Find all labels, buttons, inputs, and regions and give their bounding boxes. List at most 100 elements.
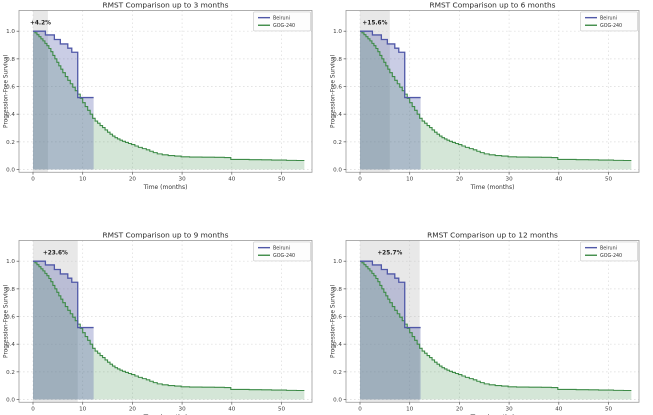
legend: Beiruni GOG-240 (253, 11, 311, 32)
subplot-rmst-12-months: 0 10 20 30 40 50 0.0 0.2 0.4 0.6 0.8 1.0 Time (month… (326, 207, 653, 415)
y-tick-label: 0.0 (333, 168, 342, 174)
rmst-annotation: +25.7% (377, 250, 402, 256)
subplot-rmst-3-months: 0 10 20 30 40 50 0.0 0.2 0.4 0.6 0.8 1.0 Time (month… (0, 0, 327, 208)
x-tick-label: 10 (406, 176, 414, 182)
plot-title: RMST Comparison up to 3 months (102, 0, 228, 9)
legend-box (579, 241, 638, 261)
y-tick-label: 0.6 (333, 314, 342, 320)
plot-title: RMST Comparison up to 9 months (102, 230, 228, 239)
plot-canvas: 0 10 20 30 40 50 0.0 0.2 0.4 0.6 0.8 1.0 Time (month… (326, 0, 653, 208)
x-tick-label: 20 (455, 176, 463, 182)
km-fill-beiruni (33, 260, 94, 399)
subplot-rmst-6-months: 0 10 20 30 40 50 0.0 0.2 0.4 0.6 0.8 1.0 Time (month… (326, 0, 653, 208)
x-tick-label: 0 (31, 176, 35, 182)
x-axis-label: Time (months) (143, 413, 188, 415)
x-axis-label: Time (months) (469, 184, 514, 191)
x-tick-label: 40 (555, 176, 563, 182)
tau-band (33, 10, 48, 173)
y-tick-label: 0.8 (6, 57, 15, 63)
x-tick-label: 0 (358, 406, 362, 412)
y-tick-label: 0.4 (6, 112, 15, 118)
x-tick-label: 30 (505, 406, 513, 412)
legend-box (253, 241, 311, 261)
gridlines (345, 239, 639, 402)
km-fill-beiruni (33, 31, 94, 170)
y-tick-label: 1.0 (6, 29, 15, 35)
tau-band (359, 10, 390, 173)
x-axis-label: Time (months) (143, 184, 188, 191)
x-tick-label: 10 (79, 176, 87, 182)
y-tick-label: 0.0 (6, 397, 15, 403)
y-tick-label: 0.6 (333, 85, 342, 91)
legend-label: GOG-240 (273, 23, 295, 29)
legend-label: GOG-240 (600, 253, 622, 259)
km-line-gog-240 (359, 30, 631, 162)
legend-label: Beiruni (273, 245, 290, 251)
axes-spines (345, 239, 639, 403)
legend-box (579, 11, 638, 32)
km-line-gog-240 (33, 30, 305, 162)
y-tick-label: 0.6 (6, 314, 15, 320)
gridlines (19, 239, 312, 402)
x-axis-label: Time (months) (469, 413, 514, 415)
y-tick-label: 0.4 (6, 342, 15, 348)
km-fill-gog-240 (33, 260, 305, 399)
y-tick-label: 0.6 (6, 85, 15, 91)
y-axis-label: Progression-Free Survival (4, 54, 10, 128)
tick-marks (16, 30, 282, 175)
legend-label: Beiruni (273, 15, 290, 21)
y-tick-label: 0.0 (6, 168, 15, 174)
y-tick-label: 0.4 (333, 342, 342, 348)
km-line-beiruni (359, 30, 421, 99)
tick-marks (343, 30, 609, 175)
tau-band (359, 239, 420, 402)
x-tick-label: 40 (228, 406, 236, 412)
x-tick-label: 30 (179, 406, 187, 412)
y-axis-label: Progression-Free Survival (330, 54, 336, 128)
km-line-beiruni (33, 260, 94, 328)
legend-box (253, 11, 311, 32)
y-tick-label: 0.2 (6, 140, 15, 146)
y-axis-label: Progression-Free Survival (330, 284, 336, 358)
y-tick-label: 1.0 (6, 259, 15, 265)
rmst-annotation: +23.6% (43, 250, 68, 256)
y-tick-label: 0.8 (333, 57, 342, 63)
y-tick-label: 0.2 (333, 369, 342, 375)
y-axis-label: Progression-Free Survival (4, 284, 10, 358)
x-tick-label: 20 (129, 176, 137, 182)
x-tick-label: 10 (406, 406, 414, 412)
km-line-gog-240 (33, 260, 305, 391)
plot-canvas: 0 10 20 30 40 50 0.0 0.2 0.4 0.6 0.8 1.0 Time (month… (0, 0, 327, 208)
x-tick-label: 50 (278, 176, 286, 182)
y-tick-label: 0.2 (6, 369, 15, 375)
gridlines (345, 10, 639, 173)
legend-label: Beiruni (600, 15, 617, 21)
km-line-gog-240 (359, 260, 631, 391)
km-fill-gog-240 (359, 260, 631, 399)
y-tick-label: 0.0 (333, 397, 342, 403)
x-tick-label: 40 (555, 406, 563, 412)
legend-label: GOG-240 (273, 253, 295, 259)
km-fill-beiruni (359, 260, 421, 399)
legend-label: GOG-240 (600, 23, 622, 29)
axes-spines (18, 239, 313, 403)
y-tick-label: 0.8 (333, 286, 342, 292)
y-tick-label: 0.4 (333, 112, 342, 118)
subplot-rmst-9-months: 0 10 20 30 40 50 0.0 0.2 0.4 0.6 0.8 1.0 Time (month… (0, 207, 327, 415)
x-tick-label: 50 (278, 406, 286, 412)
tick-marks (343, 260, 609, 405)
y-tick-label: 0.8 (6, 286, 15, 292)
legend-label: Beiruni (600, 245, 617, 251)
x-tick-label: 20 (455, 406, 463, 412)
x-tick-label: 50 (604, 176, 612, 182)
plot-title: RMST Comparison up to 6 months (429, 0, 555, 9)
km-fill-gog-240 (33, 31, 305, 170)
y-tick-label: 1.0 (333, 29, 342, 35)
y-tick-label: 1.0 (333, 259, 342, 265)
km-line-beiruni (33, 30, 94, 99)
legend: Beiruni GOG-240 (579, 241, 638, 261)
x-tick-label: 50 (604, 406, 612, 412)
plot-canvas: 0 10 20 30 40 50 0.0 0.2 0.4 0.6 0.8 1.0 Time (month… (0, 207, 327, 415)
x-tick-label: 0 (31, 406, 35, 412)
